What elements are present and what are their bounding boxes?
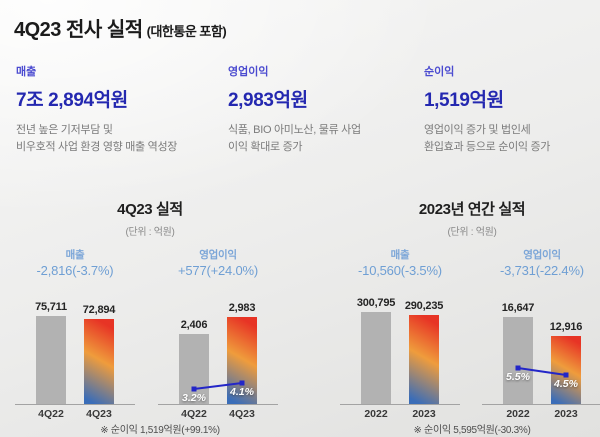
chart-quarter-operating-profit-metric: 영업이익 bbox=[199, 249, 237, 261]
kpi-operating-profit: 영업이익 2,983억원 식품, BIO 아미노산, 물류 사업 이익 확대로 … bbox=[228, 63, 433, 156]
chart-annual-operating-profit-axis-labels: 2022 2023 bbox=[482, 408, 600, 422]
chart-quarter-operating-profit-axis-labels: 4Q22 4Q23 bbox=[158, 408, 278, 422]
bar-4q22 bbox=[36, 316, 66, 404]
bar-value-label-2023: 290,235 bbox=[404, 300, 444, 312]
kpi-operating-profit-description: 식품, BIO 아미노산, 물류 사업 이익 확대로 증가 bbox=[228, 124, 361, 154]
section-header-annual: 2023년 연간 실적 (단위 : 억원) bbox=[342, 198, 600, 238]
bar-value-label-2022: 16,647 bbox=[501, 302, 535, 314]
margin-label-4q22: 3.2% bbox=[182, 392, 206, 404]
chart-quarter-operating-profit-delta: +577(+24.0%) bbox=[178, 263, 258, 278]
chart-annual-revenue-axis-labels: 2022 2023 bbox=[340, 408, 460, 422]
page-title: 4Q23 전사 실적 (대한통운 포함) bbox=[14, 13, 227, 42]
margin-trend-line bbox=[515, 365, 569, 378]
bar-4q23 bbox=[227, 317, 257, 404]
kpi-net-income: 순이익 1,519억원 영업이익 증가 및 법인세 환입효과 등으로 순이익 증… bbox=[424, 63, 600, 156]
page-title-main: 4Q23 전사 실적 bbox=[14, 19, 143, 41]
bar-value-label-2023: 12,916 bbox=[549, 321, 583, 333]
chart-annual-revenue: 매출 -10,560(-3.5%) 300,795 290,235 2022 202… bbox=[340, 247, 460, 420]
margin-marker-4q23 bbox=[239, 380, 245, 386]
bar-value-label-4q23: 72,894 bbox=[82, 304, 116, 316]
bar-4q23 bbox=[84, 319, 114, 404]
chart-quarter-operating-profit: 영업이익 +577(+24.0%) 2,406 2,983 4Q22 4Q23 3.… bbox=[158, 247, 278, 420]
bar-value-label-4q22: 75,711 bbox=[35, 301, 67, 313]
chart-annual-revenue-delta: -10,560(-3.5%) bbox=[358, 263, 442, 278]
footnote-annual-net-income: ※ 순이익 5,595억원(-30.3%) bbox=[413, 425, 531, 436]
bar-2023 bbox=[409, 315, 439, 404]
section-title-annual: 2023년 연간 실적 bbox=[418, 201, 526, 218]
chart-annual-revenue-plot: 300,795 290,235 bbox=[340, 297, 460, 405]
margin-label-2023: 4.5% bbox=[554, 378, 578, 390]
kpi-net-income-value: 1,519억원 bbox=[424, 90, 504, 111]
margin-marker-4q22 bbox=[191, 386, 197, 392]
axis-label-2022: 2022 bbox=[364, 408, 388, 420]
section-unit-quarter: (단위 : 억원) bbox=[125, 227, 175, 238]
kpi-revenue-label: 매출 bbox=[16, 66, 37, 78]
axis-label-4q23: 4Q23 bbox=[86, 408, 112, 420]
chart-annual-operating-profit-plot: 16,647 12,916 bbox=[482, 302, 600, 405]
axis-label-2022: 2022 bbox=[506, 408, 530, 420]
bar-2022 bbox=[503, 317, 533, 404]
chart-quarter-revenue-delta: -2,816(-3.7%) bbox=[36, 263, 114, 278]
bar-2023 bbox=[551, 336, 581, 404]
bar-value-label-4q22: 2,406 bbox=[180, 319, 208, 331]
kpi-operating-profit-value: 2,983억원 bbox=[228, 90, 308, 111]
margin-trend-line bbox=[191, 380, 245, 392]
margin-label-4q23: 4.1% bbox=[230, 386, 254, 398]
kpi-net-income-description: 영업이익 증가 및 법인세 환입효과 등으로 순이익 증가 bbox=[424, 124, 551, 154]
margin-label-2022: 5.5% bbox=[506, 371, 530, 383]
axis-label-4q22: 4Q22 bbox=[38, 408, 64, 420]
chart-quarter-revenue: 매출 -2,816(-3.7%) 75,711 72,894 4Q22 4Q23 bbox=[15, 247, 135, 420]
kpi-revenue-description: 전년 높은 기저부담 및 비우호적 사업 환경 영향 매출 역성장 bbox=[16, 124, 178, 154]
kpi-operating-profit-label: 영업이익 bbox=[228, 66, 269, 78]
kpi-revenue: 매출 7조 2,894억원 전년 높은 기저부담 및 비우호적 사업 환경 영향… bbox=[16, 63, 221, 156]
margin-marker-2023 bbox=[563, 372, 569, 378]
kpi-revenue-value: 7조 2,894억원 bbox=[16, 90, 128, 111]
footnote-quarter-net-income: ※ 순이익 1,519억원(+99.1%) bbox=[100, 425, 220, 436]
axis-label-4q22: 4Q22 bbox=[181, 408, 207, 420]
chart-annual-operating-profit-delta: -3,731(-22.4%) bbox=[500, 263, 584, 278]
bar-2022 bbox=[361, 312, 391, 404]
kpi-net-income-label: 순이익 bbox=[424, 66, 455, 78]
chart-annual-revenue-metric: 매출 bbox=[390, 249, 410, 261]
chart-quarter-revenue-plot: 75,711 72,894 bbox=[15, 301, 135, 405]
section-title-quarter: 4Q23 실적 bbox=[117, 201, 183, 218]
bar-value-label-2022: 300,795 bbox=[356, 297, 396, 309]
chart-quarter-operating-profit-plot: 2,406 2,983 bbox=[158, 302, 278, 405]
chart-annual-operating-profit: 영업이익 -3,731(-22.4%) 16,647 12,916 2022 202… bbox=[482, 247, 600, 420]
bar-value-label-4q23: 2,983 bbox=[228, 302, 256, 314]
page-title-suffix: (대한통운 포함) bbox=[146, 24, 227, 39]
section-header-quarter: 4Q23 실적 (단위 : 억원) bbox=[20, 198, 280, 238]
chart-quarter-revenue-axis-labels: 4Q22 4Q23 bbox=[15, 408, 135, 422]
section-unit-annual: (단위 : 억원) bbox=[447, 227, 497, 238]
axis-label-2023: 2023 bbox=[412, 408, 436, 420]
margin-marker-2022 bbox=[515, 365, 521, 371]
chart-quarter-revenue-metric: 매출 bbox=[65, 249, 85, 261]
chart-annual-operating-profit-metric: 영업이익 bbox=[523, 249, 561, 261]
bar-4q22 bbox=[179, 334, 209, 404]
axis-label-2023: 2023 bbox=[554, 408, 578, 420]
axis-label-4q23: 4Q23 bbox=[229, 408, 255, 420]
